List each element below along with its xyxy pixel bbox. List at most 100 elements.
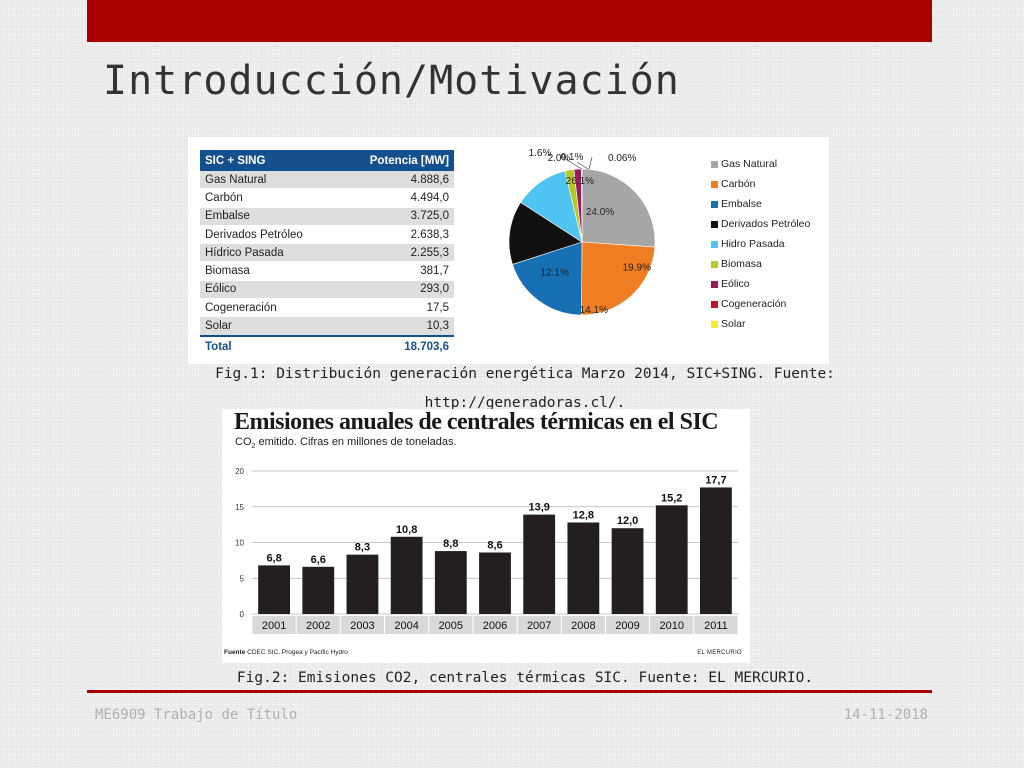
figure-1-caption: Fig.1: Distribución generación energétic… bbox=[150, 360, 900, 418]
x-tick-cell bbox=[252, 616, 296, 634]
x-tick-label: 2010 bbox=[659, 620, 683, 632]
table-row: Embalse 3.725,0 bbox=[200, 207, 454, 226]
power-value: 293,0 bbox=[338, 280, 454, 300]
y-tick-label: 20 bbox=[235, 467, 244, 476]
table-row: Biomasa 381,7 bbox=[200, 261, 454, 281]
subtitle-rest: emitido. Cifras en millones de toneladas… bbox=[255, 436, 457, 448]
table-total-row: Total 18.703,6 bbox=[200, 334, 454, 358]
top-accent-bar bbox=[87, 0, 932, 42]
source-name: Derivados Petróleo bbox=[200, 225, 339, 245]
legend-label: Solar bbox=[721, 318, 746, 330]
legend-label: Derivados Petróleo bbox=[721, 218, 811, 230]
bar bbox=[700, 487, 732, 614]
legend-item: Biomasa bbox=[711, 254, 810, 274]
bar bbox=[479, 552, 511, 614]
x-tick-label: 2007 bbox=[527, 620, 551, 632]
chart-source-note: Fuente CDEC SIC, Progea y Pacific Hydro bbox=[224, 649, 348, 656]
legend-label: Hidro Pasada bbox=[721, 238, 785, 250]
legend-swatch bbox=[711, 300, 718, 308]
table-body: Gas Natural 4.888,6 Carbón 4.494,0 Embalse 3.… bbox=[200, 171, 454, 337]
x-tick-cell bbox=[650, 616, 694, 634]
legend-swatch bbox=[711, 320, 718, 328]
bar bbox=[390, 536, 423, 614]
bar-value-label: 6,8 bbox=[266, 552, 281, 564]
pie-value-label: 2.0% bbox=[548, 153, 571, 164]
bar bbox=[567, 522, 600, 614]
power-value: 4.494,0 bbox=[338, 188, 454, 208]
x-tick-label: 2003 bbox=[350, 620, 374, 632]
table-header-row: SIC + SING Potencia [MW] bbox=[200, 150, 454, 171]
bar-value-label: 10,8 bbox=[396, 524, 417, 536]
bar bbox=[655, 505, 688, 614]
pie-value-label: 0.06% bbox=[608, 153, 636, 164]
table-header-cell: Potencia [MW] bbox=[338, 150, 454, 171]
pie-slice bbox=[581, 241, 656, 316]
source-name: Gas Natural bbox=[200, 171, 339, 190]
legend-label: Cogeneración bbox=[721, 298, 787, 310]
x-tick-cell bbox=[473, 616, 517, 634]
pie-value-label: 12.1% bbox=[541, 267, 569, 278]
y-tick-label: 10 bbox=[235, 539, 244, 548]
bar bbox=[258, 565, 290, 614]
bar bbox=[611, 528, 644, 614]
subtitle-subscript: 2 bbox=[251, 443, 256, 451]
legend-item: Hidro Pasada bbox=[711, 234, 810, 254]
x-tick-cell bbox=[296, 616, 340, 634]
figure-1-caption-line-2: http://generadoras.cl/. bbox=[424, 395, 626, 411]
x-tick-label: 2008 bbox=[571, 620, 595, 632]
bar-value-label: 17,7 bbox=[705, 474, 726, 486]
bar-value-label: 15,2 bbox=[661, 492, 682, 504]
figure-2-caption: Fig.2: Emisiones CO2, centrales térmicas… bbox=[236, 670, 814, 686]
legend-swatch bbox=[711, 280, 718, 288]
energy-pie-chart: 26.1% 24.0% 19.9% 14.1% 12.1% 2.0%1.6% 0.1% 0.0… bbox=[508, 148, 656, 316]
pie-slice bbox=[512, 241, 583, 316]
power-capacity-table: SIC + SING Potencia [MW] Gas Natural 4.88… bbox=[200, 150, 454, 358]
legend-label: Biomasa bbox=[721, 258, 762, 270]
x-tick-cell bbox=[429, 616, 473, 634]
emissions-chart-title: Emisiones anuales de centrales térmicas … bbox=[234, 409, 719, 435]
legend-swatch bbox=[711, 160, 718, 168]
table-row: Cogeneración 17,5 bbox=[200, 298, 454, 318]
pie-slice bbox=[508, 201, 583, 265]
pie-value-label: 26.1% bbox=[566, 176, 594, 187]
table-row: Eólico 293,0 bbox=[200, 280, 454, 300]
pie-value-label: 24.0% bbox=[586, 207, 614, 218]
legend-item: Cogeneración bbox=[711, 294, 810, 314]
bar-value-label: 6,6 bbox=[311, 554, 326, 566]
table-row: Solar 10,3 bbox=[200, 316, 454, 337]
legend-swatch bbox=[711, 200, 718, 208]
legend-label: Eólico bbox=[721, 278, 750, 290]
pie-leader-line bbox=[561, 156, 583, 170]
power-value: 4.888,6 bbox=[338, 171, 454, 190]
total-label: Total bbox=[200, 334, 339, 358]
legend-item: Carbón bbox=[711, 174, 810, 194]
table-row: Hídrico Pasada 2.255,3 bbox=[200, 243, 454, 263]
power-value: 3.725,0 bbox=[338, 207, 454, 226]
footer-rule bbox=[87, 690, 932, 693]
bar-value-label: 13,9 bbox=[528, 502, 549, 514]
source-name: Carbón bbox=[200, 188, 339, 208]
footer-course: ME6909 Trabajo de Título bbox=[95, 707, 298, 723]
bar bbox=[346, 554, 379, 614]
emissions-chart-subtitle: CO2 emitido. Cifras en millones de tonel… bbox=[235, 436, 457, 450]
legend-label: Carbón bbox=[721, 178, 756, 190]
bar bbox=[434, 551, 467, 614]
x-tick-label: 2004 bbox=[394, 620, 418, 632]
power-value: 10,3 bbox=[338, 316, 454, 337]
pie-leader-line bbox=[588, 156, 593, 170]
legend-swatch bbox=[711, 240, 718, 248]
bar-value-label: 12,8 bbox=[573, 509, 594, 521]
x-tick-cell bbox=[561, 616, 605, 634]
x-tick-cell bbox=[385, 616, 429, 634]
x-tick-cell bbox=[517, 616, 561, 634]
legend-item: Solar bbox=[711, 314, 810, 334]
source-name: Solar bbox=[200, 316, 339, 337]
pie-value-label: 0.1% bbox=[561, 152, 584, 163]
source-text: CDEC SIC, Progea y Pacific Hydro bbox=[245, 649, 348, 656]
x-tick-cell bbox=[694, 616, 738, 634]
footer-date: 14-11-2018 bbox=[843, 707, 928, 723]
x-tick-cell bbox=[340, 616, 385, 634]
bar bbox=[523, 514, 556, 614]
table-row: Carbón 4.494,0 bbox=[200, 188, 454, 208]
legend-swatch bbox=[711, 180, 718, 188]
